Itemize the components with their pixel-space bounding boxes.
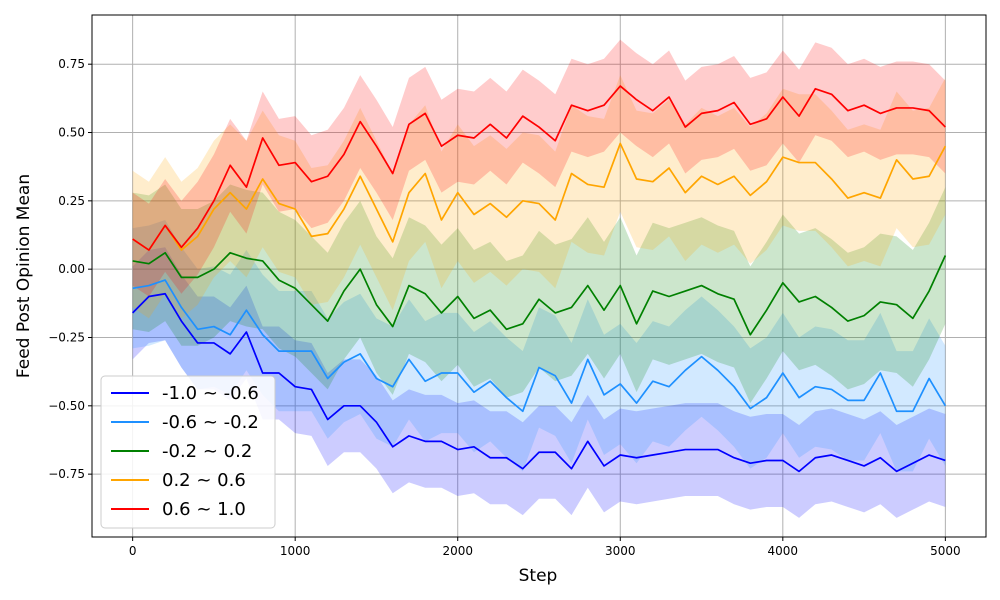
- legend-box: [100, 375, 276, 529]
- legend-label-2: -0.2 ~ 0.2: [162, 441, 252, 462]
- y-tick-label: −0.50: [48, 399, 85, 413]
- x-tick-label: 1000: [280, 544, 311, 558]
- y-tick-label: 0.50: [58, 126, 85, 140]
- x-tick-label: 3000: [605, 544, 636, 558]
- y-tick-label: 0.00: [58, 262, 85, 276]
- legend-label-4: 0.6 ~ 1.0: [162, 499, 246, 520]
- y-tick-label: 0.75: [58, 57, 85, 71]
- legend-label-3: 0.2 ~ 0.6: [162, 470, 246, 491]
- x-tick-label: 2000: [442, 544, 473, 558]
- series-line-4: [132, 85, 946, 251]
- confidence-band-series-0: [132, 247, 946, 518]
- series-lines: [132, 85, 947, 473]
- legend-label-0: -1.0 ~ -0.6: [162, 383, 259, 404]
- y-tick-label: 0.25: [58, 194, 85, 208]
- plot-frame: [91, 14, 987, 538]
- series-line-0: [132, 292, 946, 473]
- confidence-bands: [132, 39, 946, 518]
- x-tick-label: 5000: [930, 544, 961, 558]
- y-tick-label: −0.25: [48, 330, 85, 344]
- confidence-band-series-4: [132, 39, 946, 297]
- x-tick-label: 4000: [768, 544, 799, 558]
- y-tick-label: −0.75: [48, 467, 85, 481]
- confidence-band-series-3: [132, 75, 946, 319]
- x-axis-ticks: 0 1000 2000 3000 4000 5000: [129, 537, 961, 558]
- y-axis-label: Feed Post Opinion Mean: [14, 174, 34, 378]
- confidence-band-series-1: [132, 219, 946, 472]
- x-axis-label: Step: [519, 566, 558, 586]
- grid: [92, 15, 986, 537]
- legend: -1.0 ~ -0.6 -0.6 ~ -0.2 -0.2 ~ 0.2 0.2 ~ 0.…: [100, 375, 276, 529]
- series-line-2: [132, 251, 947, 336]
- series-line-1: [132, 279, 947, 413]
- series-line-3: [132, 142, 947, 251]
- confidence-band-series-2: [132, 184, 946, 404]
- y-axis-ticks: −0.75 −0.50 −0.25 0.00 0.25 0.50 0.75: [48, 57, 92, 481]
- legend-label-1: -0.6 ~ -0.2: [162, 412, 259, 433]
- x-tick-label: 0: [129, 544, 137, 558]
